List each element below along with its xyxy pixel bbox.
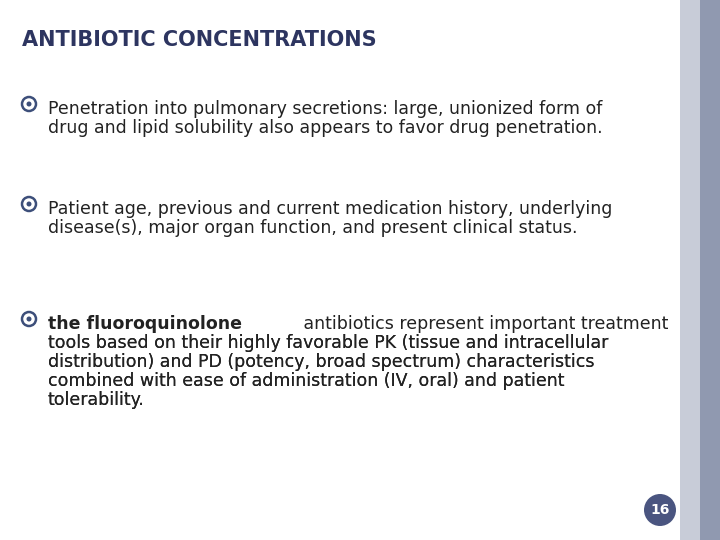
Circle shape [644,494,676,526]
Text: Penetration into pulmonary secretions: large, unionized form of: Penetration into pulmonary secretions: l… [48,100,603,118]
Text: drug and lipid solubility also appears to favor drug penetration.: drug and lipid solubility also appears t… [48,119,603,137]
Bar [700,0,720,540]
Circle shape [27,201,32,206]
Text: disease(s), major organ function, and present clinical status.: disease(s), major organ function, and pr… [48,219,577,237]
Circle shape [27,102,32,106]
Circle shape [22,312,36,326]
Text: Patient age, previous and current medication history, underlying: Patient age, previous and current medica… [48,200,613,218]
Text: tolerability.: tolerability. [48,391,145,409]
Text: distribution) and PD (potency, broad spectrum) characteristics: distribution) and PD (potency, broad spe… [48,353,595,371]
Text: tolerability.: tolerability. [48,391,145,409]
Text: 16: 16 [650,503,670,517]
Text: combined with ease of administration (IV, oral) and patient: combined with ease of administration (IV… [48,372,564,390]
Circle shape [22,197,36,211]
Circle shape [22,97,36,111]
Bar [680,0,700,540]
Text: ANTIBIOTIC CONCENTRATIONS: ANTIBIOTIC CONCENTRATIONS [22,30,377,50]
Text: distribution) and PD (potency, broad spectrum) characteristics: distribution) and PD (potency, broad spe… [48,353,595,371]
Text: tools based on their highly favorable PK (tissue and intracellular: tools based on their highly favorable PK… [48,334,608,352]
Text: combined with ease of administration (IV, oral) and patient: combined with ease of administration (IV… [48,372,564,390]
Text: antibiotics represent important treatment: antibiotics represent important treatmen… [298,315,669,333]
Text: tools based on their highly favorable PK (tissue and intracellular: tools based on their highly favorable PK… [48,334,608,352]
Text: the fluoroquinolone: the fluoroquinolone [48,315,242,333]
Circle shape [27,316,32,321]
